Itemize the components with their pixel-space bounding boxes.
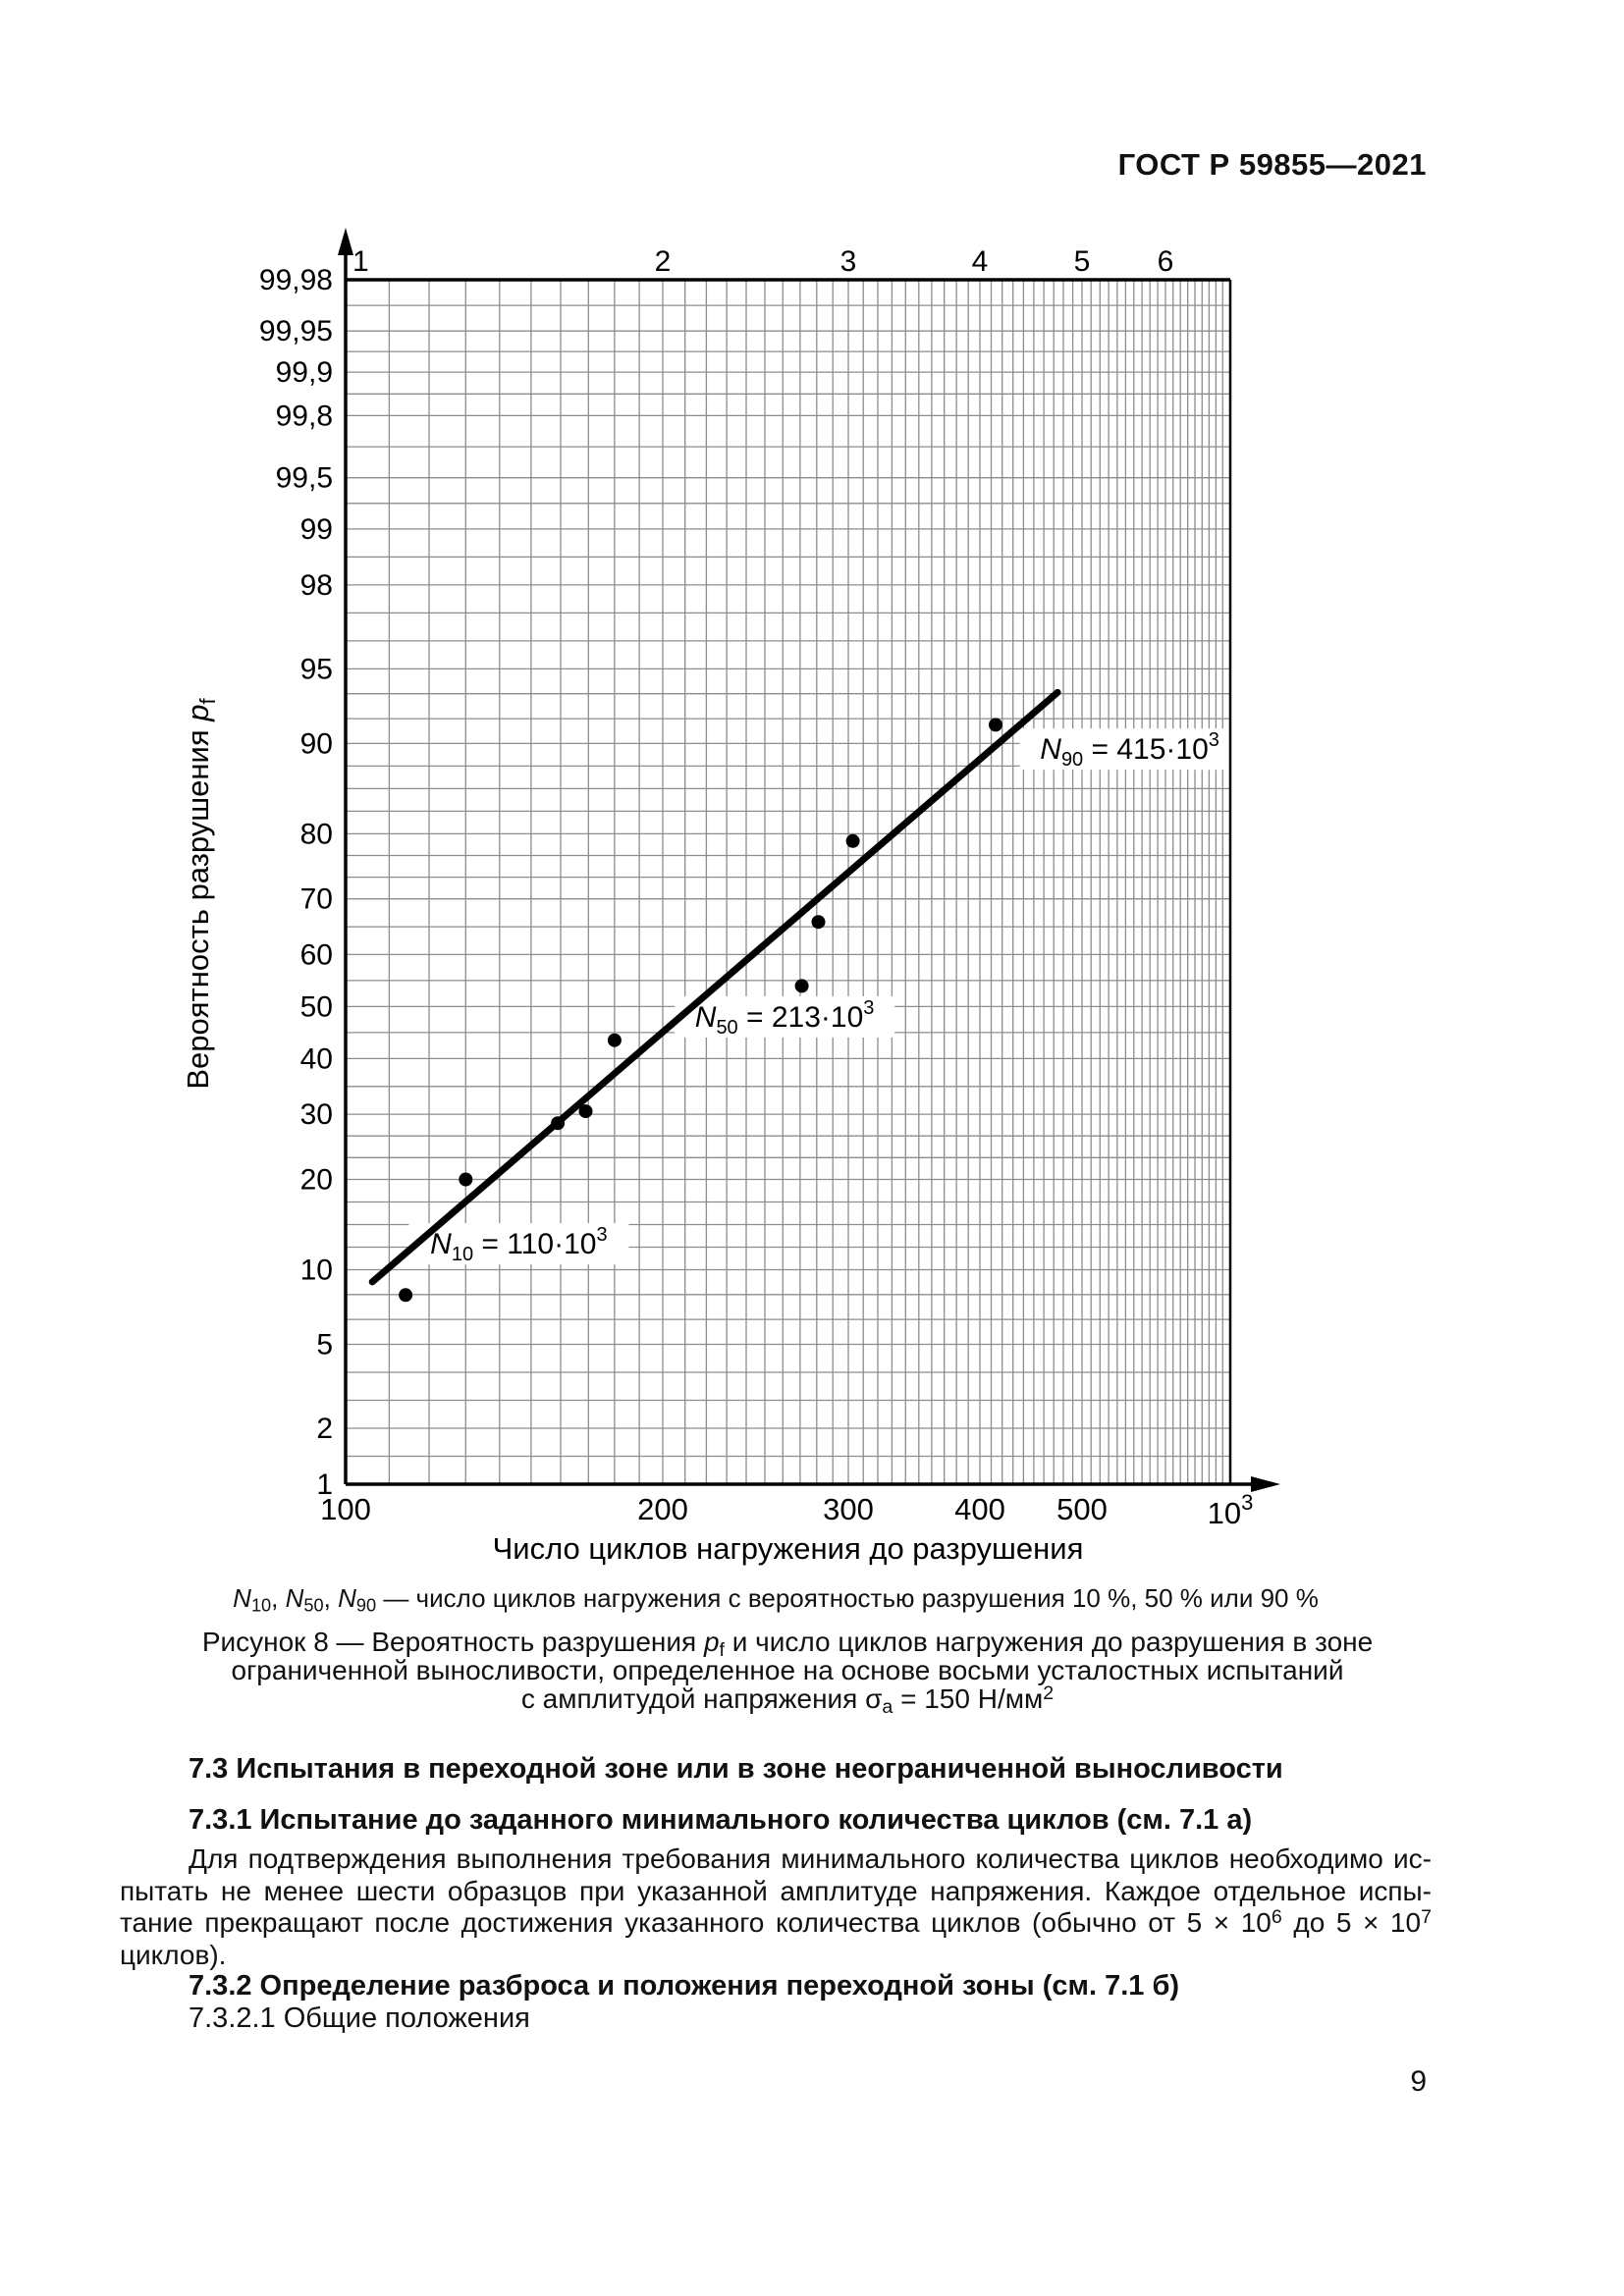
y-tick-label: 10 <box>300 1255 333 1287</box>
y-tick-label: 50 <box>300 990 333 1023</box>
figure-caption-line-1: Рисунок 8 — Вероятность разрушения pf и … <box>201 1627 1374 1661</box>
y-tick-label: 99,8 <box>276 400 333 432</box>
x-axis-title: Число циклов нагружения до разрушения <box>493 1531 1084 1566</box>
document-header: ГОСТ Р 59855—2021 <box>1117 147 1427 182</box>
paragraph-line-4: циклов). <box>120 1939 227 1970</box>
data-point <box>578 1104 593 1119</box>
data-point <box>459 1172 473 1187</box>
n-symbol-sub: 10 <box>250 1595 272 1616</box>
y-tick-label: 90 <box>300 727 333 760</box>
x-tick-label: 100 <box>320 1492 371 1526</box>
y-axis-arrow <box>338 228 353 255</box>
page-number: 9 <box>1410 2065 1427 2098</box>
data-point <box>551 1116 566 1131</box>
y-tick-label: 99,98 <box>259 264 333 296</box>
x-tick-label: 400 <box>954 1492 1005 1526</box>
section-heading-7-3: 7.3 Испытания в переходной зоне или в зо… <box>189 1753 1283 1785</box>
x-top-tick-label: 3 <box>840 245 857 278</box>
y-tick-label: 99 <box>300 513 333 546</box>
y-tick-label: 1 <box>316 1468 333 1501</box>
data-point <box>845 833 860 848</box>
y-tick-label: 70 <box>300 883 333 916</box>
figure-caption-line-3: с амплитудой напряжения σa = 150 Н/мм2 <box>520 1682 1055 1718</box>
y-tick-label: 30 <box>300 1098 333 1131</box>
annotation-label: N90 = 415·103 <box>1040 729 1219 771</box>
y-tick-label: 99,5 <box>276 462 333 495</box>
legend-note: N10, N50, N90 — число циклов нагружения … <box>233 1583 1319 1616</box>
data-point <box>811 915 826 930</box>
x-tick-label: 500 <box>1056 1492 1108 1526</box>
annotation-label: N50 = 213·103 <box>695 997 875 1039</box>
y-tick-label: 20 <box>300 1164 333 1197</box>
paragraph-line-3: тание прекращают после достижения указан… <box>120 1906 1432 1938</box>
x-axis-arrow <box>1251 1476 1280 1492</box>
section-heading-7-3-2-1: 7.3.2.1 Общие положения <box>189 2002 530 2034</box>
figure-caption-line-2: ограниченной выносливости, определенное … <box>231 1655 1344 1685</box>
x-tick-label: 200 <box>637 1492 688 1526</box>
probability-plot: N90 = 415·103 N50 = 213·103 N10 = 110·103 9… <box>181 228 1280 1566</box>
x-top-tick-label: 1 <box>352 245 369 278</box>
paragraph-line-2: пытать не менее шести образцов при указа… <box>120 1875 1432 1906</box>
fit-line <box>368 688 1061 1286</box>
y-tick-label: 40 <box>300 1042 333 1075</box>
figure-caption: Рисунок 8 — Вероятность разрушения pf и … <box>120 1627 1455 1718</box>
y-tick-label: 80 <box>300 818 333 850</box>
section-heading-7-3-1: 7.3.1 Испытание до заданного минимальног… <box>189 1804 1253 1836</box>
y-tick-label: 60 <box>300 938 333 971</box>
paragraph-line-1: Для подтверждения выполнения требования … <box>189 1843 1432 1874</box>
n-symbol: N <box>285 1583 304 1613</box>
y-axis-title: Вероятность разрушения pf <box>181 697 220 1089</box>
x-tick-label: 300 <box>823 1492 874 1526</box>
n-symbol-sub: 50 <box>303 1595 324 1616</box>
n-symbol: N <box>233 1583 251 1613</box>
body-paragraph: Для подтверждения выполнения требования … <box>120 1843 1432 1971</box>
y-tick-label: 99,95 <box>259 315 333 347</box>
n-symbol-sub: 90 <box>355 1595 377 1616</box>
y-tick-label: 98 <box>300 569 333 602</box>
data-point <box>399 1288 413 1303</box>
x-top-tick-label: 6 <box>1158 245 1174 278</box>
x-top-tick-label: 4 <box>972 245 989 278</box>
y-tick-label: 5 <box>316 1329 333 1362</box>
annotation-background <box>675 995 895 1038</box>
x-top-tick-label: 2 <box>655 245 672 278</box>
annotation-label: N10 = 110·103 <box>430 1224 607 1265</box>
x-top-tick-label: 5 <box>1074 245 1091 278</box>
y-tick-label: 95 <box>300 653 333 685</box>
section-heading-7-3-2: 7.3.2 Определение разброса и положения п… <box>189 1970 1180 2002</box>
y-tick-label: 2 <box>316 1413 333 1445</box>
n-symbol: N <box>338 1583 356 1613</box>
data-point <box>794 979 809 993</box>
annotation-background <box>408 1223 629 1265</box>
annotation-background <box>1019 728 1240 771</box>
data-point <box>989 718 1002 732</box>
data-point <box>607 1033 622 1047</box>
y-tick-label: 99,9 <box>276 356 333 389</box>
x-tick-label-10e3: 103 <box>1208 1490 1254 1530</box>
